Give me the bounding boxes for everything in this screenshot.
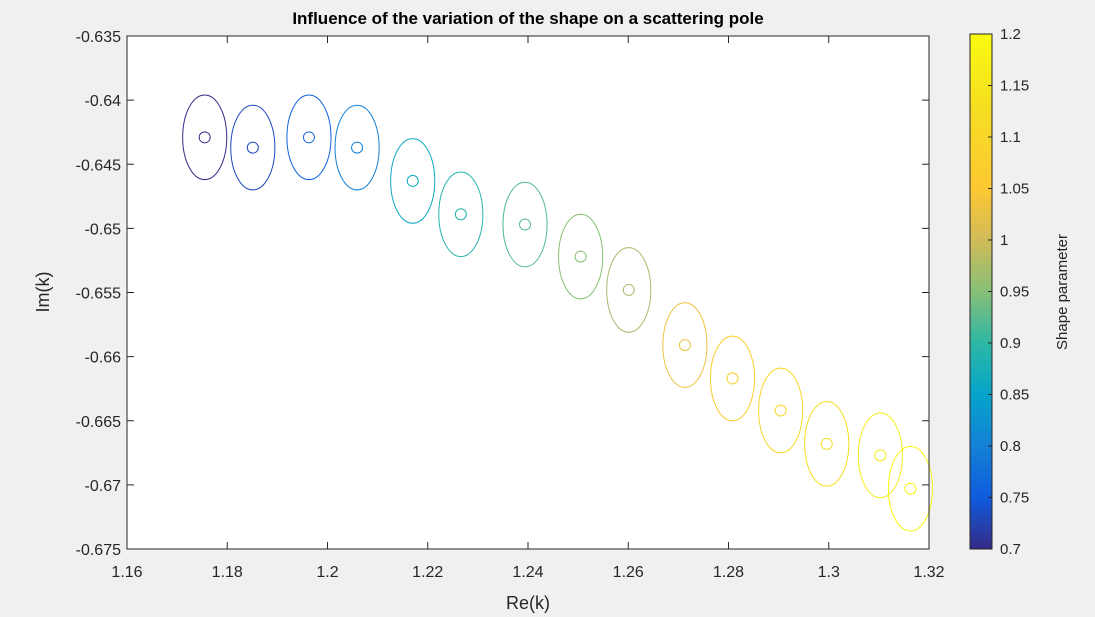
pole-marker-2	[246, 141, 259, 154]
pole-marker-12	[774, 404, 787, 417]
uncertainty-ellipse-9	[606, 247, 652, 333]
pole-marker-4	[351, 141, 364, 154]
x-tick-label: 1.22	[412, 564, 443, 581]
y-tick-label: -0.645	[76, 157, 121, 174]
x-tick-label: 1.16	[111, 564, 142, 581]
colorbar-tick-label: 1.15	[1000, 78, 1029, 95]
y-tick-label: -0.65	[85, 221, 122, 238]
colorbar-label: Shape parameter	[1054, 234, 1071, 350]
y-tick-label: -0.67	[85, 478, 122, 495]
colorbar-tick-label: 0.95	[1000, 284, 1029, 301]
pole-marker-13	[820, 437, 833, 450]
uncertainty-ellipse-11	[709, 335, 756, 422]
x-tick-label: 1.2	[316, 564, 338, 581]
chart-title: Influence of the variation of the shape …	[292, 9, 763, 28]
pole-marker-3	[302, 131, 315, 144]
colorbar-tick-label: 0.85	[1000, 387, 1029, 404]
uncertainty-ellipse-15	[887, 445, 934, 532]
uncertainty-ellipse-12	[758, 367, 804, 454]
colorbar-tick-label: 1.1	[1000, 129, 1021, 146]
uncertainty-ellipse-4	[334, 104, 380, 191]
colorbar-tick-label: 1.2	[1000, 26, 1021, 43]
colorbar-ticks: 1.2 1.15 1.1 1.05 1 0.95 0.9 0.85 0.8 0.75 0.7	[988, 26, 1029, 558]
y-tick-label: -0.64	[85, 93, 122, 110]
uncertainty-ellipse-7	[502, 181, 548, 268]
colorbar-tick-label: 0.7	[1000, 541, 1021, 558]
pole-marker-6	[454, 208, 467, 221]
x-tick-label: 1.3	[818, 564, 840, 581]
x-axis-label: Re(k)	[506, 593, 550, 613]
uncertainty-ellipse-1	[182, 94, 228, 181]
y-tick-label: -0.665	[76, 414, 121, 431]
x-tick-label: 1.26	[613, 564, 644, 581]
x-tick-label: 1.32	[913, 564, 944, 581]
uncertainty-ellipse-8	[558, 213, 604, 300]
colorbar-tick-label: 1.05	[1000, 181, 1029, 198]
y-tick-label: -0.66	[85, 350, 122, 367]
y-tick-label: -0.635	[76, 29, 121, 46]
pole-marker-9	[622, 283, 635, 296]
pole-marker-7	[518, 218, 531, 231]
uncertainty-ellipse-13	[804, 401, 850, 487]
pole-marker-1	[198, 131, 211, 144]
y-tick-label: -0.675	[76, 542, 121, 559]
y-axis: -0.635 -0.64 -0.645 -0.65 -0.655 -0.66 -0.665 -…	[76, 29, 929, 559]
colorbar-tick-label: 0.8	[1000, 438, 1021, 455]
uncertainty-ellipse-3	[286, 94, 332, 181]
uncertainty-ellipse-14	[857, 412, 903, 499]
pole-marker-14	[874, 449, 887, 462]
y-axis-label: Im(k)	[33, 272, 53, 313]
colorbar-tick-label: 0.9	[1000, 335, 1021, 352]
plot-area	[127, 36, 929, 549]
x-tick-label: 1.18	[212, 564, 243, 581]
y-tick-label: -0.655	[76, 286, 121, 303]
colorbar-tick-label: 1	[1000, 232, 1008, 249]
data-points	[182, 94, 934, 532]
colorbar-tick-label: 0.75	[1000, 490, 1029, 507]
uncertainty-ellipse-6	[438, 171, 484, 258]
pole-marker-11	[726, 372, 739, 385]
pole-marker-5	[406, 174, 419, 187]
uncertainty-ellipse-10	[662, 302, 708, 388]
x-tick-label: 1.28	[713, 564, 744, 581]
x-axis: 1.16 1.18 1.2 1.22 1.24 1.26 1.28 1.3 1.32	[111, 36, 945, 581]
pole-marker-15	[904, 482, 917, 495]
uncertainty-ellipse-2	[230, 104, 276, 191]
x-tick-label: 1.24	[512, 564, 543, 581]
pole-marker-10	[678, 339, 691, 352]
uncertainty-ellipse-5	[390, 138, 436, 224]
pole-marker-8	[574, 250, 587, 263]
